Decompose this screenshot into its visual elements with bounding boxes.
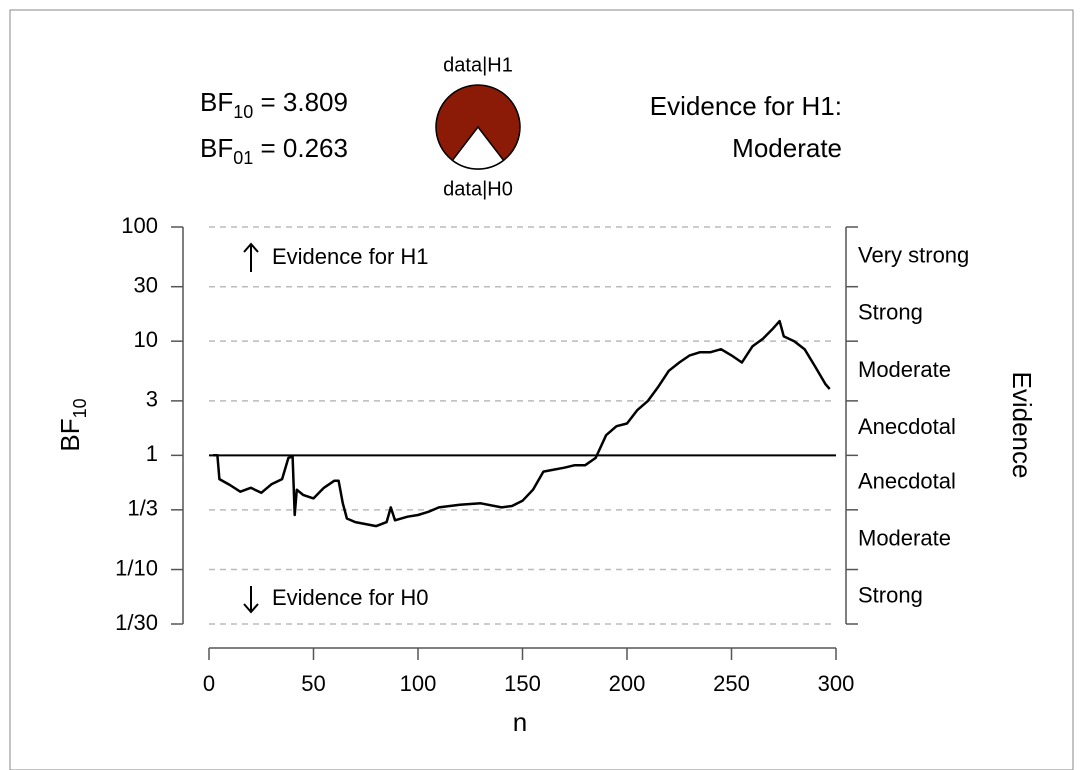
y-axis-title: BF10 <box>55 398 90 451</box>
y-title-name: BF <box>55 418 85 451</box>
bf10-sub: 10 <box>233 102 253 122</box>
pie-bottom-label: data|H0 <box>443 178 513 200</box>
x-tick-label: 100 <box>400 671 437 696</box>
y-tick-label: 100 <box>121 213 158 238</box>
bf01-text: BF01 = 0.263 <box>200 133 348 168</box>
x-tick-label: 50 <box>301 671 325 696</box>
x-tick-label: 250 <box>713 671 750 696</box>
pie-h0 <box>451 125 505 170</box>
bf01-eq: = <box>253 133 283 163</box>
bf01-name: BF <box>200 133 233 163</box>
x-tick-label: 300 <box>818 671 855 696</box>
arrow-up <box>243 242 259 272</box>
evidence-category: Anecdotal <box>858 468 956 493</box>
evidence-title: Evidence for H1: <box>650 91 842 121</box>
evidence-category: Moderate <box>858 357 951 382</box>
arrow-down <box>243 586 259 614</box>
bf10-value: 3.809 <box>283 87 348 117</box>
pie-top-label: data|H1 <box>443 54 513 76</box>
right-axis-title: Evidence <box>1007 372 1037 479</box>
x-tick-label: 150 <box>504 671 541 696</box>
y-title-sub: 10 <box>70 398 90 418</box>
evidence-category: Strong <box>858 583 923 608</box>
y-tick-label: 1 <box>146 441 158 466</box>
bf01-sub: 01 <box>233 148 253 168</box>
bf10-eq: = <box>253 87 283 117</box>
annotation-h1: Evidence for H1 <box>272 244 429 269</box>
x-tick-label: 200 <box>609 671 646 696</box>
bf10-text: BF10 = 3.809 <box>200 87 348 122</box>
evidence-level: Moderate <box>732 133 842 163</box>
annotation-h0: Evidence for H0 <box>272 585 429 610</box>
y-tick-label: 1/10 <box>115 555 158 580</box>
y-tick-label: 10 <box>134 327 158 352</box>
frame <box>9 9 1074 770</box>
y-tick-label: 1/3 <box>127 496 158 521</box>
evidence-category: Very strong <box>858 243 969 268</box>
bf-line <box>213 319 831 528</box>
evidence-category: Anecdotal <box>858 414 956 439</box>
y-tick-label: 1/30 <box>115 610 158 635</box>
bf01-value: 0.263 <box>283 133 348 163</box>
x-axis-title: n <box>513 707 527 737</box>
evidence-category: Strong <box>858 300 923 325</box>
x-tick-label: 0 <box>203 671 215 696</box>
y-tick-label: 30 <box>134 273 158 298</box>
bf10-name: BF <box>200 87 233 117</box>
evidence-category: Moderate <box>858 525 951 550</box>
y-tick-label: 3 <box>146 387 158 412</box>
